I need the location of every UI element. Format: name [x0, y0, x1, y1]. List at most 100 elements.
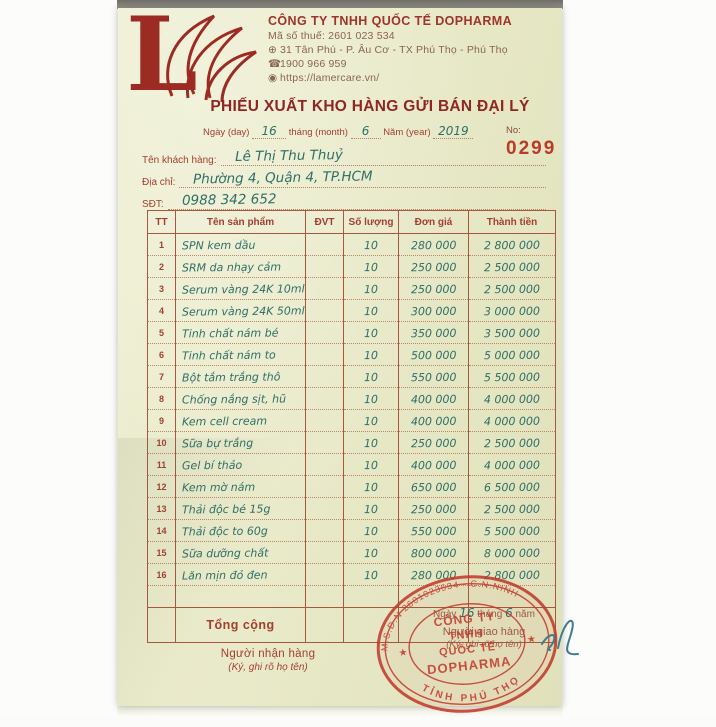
cell-c-amount: 2 800 000 [468, 233, 556, 256]
table-header-row: TT Tên sản phẩm ĐVT Số lượng Đơn giá Thà… [147, 210, 556, 234]
cell-c-amount: 5 500 000 [468, 519, 556, 542]
date-line: Ngày (day) 16 tháng (month) 6 Năm (year)… [203, 124, 503, 139]
customer-phone-field: 0988 342 652 [167, 191, 546, 210]
cell-c-name: Tinh chất nám to [175, 343, 306, 366]
cell-c-amount: 4 000 000 [468, 409, 556, 432]
cell-c-qty: 10 [343, 365, 399, 388]
header-unit: ĐVT [305, 210, 344, 234]
month-value: 6 [361, 124, 370, 138]
customer-name-row: Tên khách hàng: Lê Thị Thu Thuỷ [142, 147, 546, 166]
header-product: Tên sản phẩm [175, 210, 306, 234]
month-label: tháng (month) [288, 127, 348, 138]
customer-name-field: Lê Thị Thu Thuỷ [220, 147, 546, 166]
receipt-number: 0299 [506, 138, 557, 159]
cell-c-amount: 8 000 000 [468, 541, 556, 564]
cell-c-price: 350 000 [398, 321, 469, 344]
table-row: 2 SRM da nhạy cảm 10 250 000 2 500 000 [147, 255, 556, 278]
customer-phone: 0988 342 652 [181, 191, 277, 209]
phone-icon: ☎ [268, 58, 282, 70]
table-body: 1 SPN kem dầu 10 280 000 2 800 000 2 SRM da nh… [147, 233, 556, 586]
cell-c-unit [305, 299, 344, 322]
cell-rownum: 9 [147, 409, 176, 432]
logo-letter: L [126, 0, 198, 115]
cell-c-name: Serum vàng 24K 10ml [175, 277, 306, 300]
cell-c-unit [305, 387, 344, 410]
website-line: ◉ https://lamercare.vn/ [268, 72, 560, 84]
customer-name: Lê Thị Thu Thuỷ [234, 147, 343, 165]
cell-c-price: 550 000 [398, 519, 469, 542]
year-value: 2019 [438, 124, 469, 138]
cell-c-price: 650 000 [398, 475, 469, 498]
company-name: CÔNG TY TNHH QUỐC TẾ DOPHARMA [268, 14, 513, 28]
cell-c-unit [305, 365, 344, 388]
receiver-note: (Ký, ghi rõ họ tên) [228, 662, 308, 673]
receipt-number-block: No: 0299 [506, 120, 562, 160]
stamp-center-2: TNHH [448, 627, 484, 643]
cell-rownum: 7 [147, 365, 176, 388]
cell-rownum: 13 [147, 497, 176, 520]
no-label: No: [506, 125, 521, 136]
cell-c-unit [305, 475, 344, 498]
cell-c-amount: 3 500 000 [468, 321, 556, 344]
paper-bottom-edge [117, 705, 563, 716]
cell-c-unit [305, 343, 344, 366]
cell-c-name: Kem cell cream [175, 409, 306, 432]
customer-name-label: Tên khách hàng: [142, 155, 217, 166]
cell-c-amount: 5 000 000 [468, 343, 556, 366]
table-row: 11 Gel bí thảo 10 400 000 4 000 000 [147, 453, 556, 476]
table-row: 1 SPN kem dầu 10 280 000 2 800 000 [147, 233, 556, 256]
cell-rownum: 10 [147, 431, 176, 454]
cell-c-amount: 2 500 000 [468, 497, 556, 520]
cell-c-unit [305, 277, 344, 300]
customer-address-row: Địa chỉ: Phường 4, Quận 4, TP.HCM [142, 168, 546, 188]
total-label: Tổng cộng [175, 607, 306, 643]
table-row: 5 Tinh chất nám bé 10 350 000 3 500 000 [147, 321, 556, 344]
deliverer-label: Người giao hàng [408, 626, 560, 638]
cell-rownum: 16 [147, 563, 176, 586]
items-table: TT Tên sản phẩm ĐVT Số lượng Đơn giá Thà… [147, 210, 556, 643]
cell-rownum: 11 [147, 453, 176, 476]
cell-c-price: 250 000 [398, 497, 469, 520]
address-line: ⊕ 31 Tân Phú - P. Âu Cơ - TX Phú Thọ - Ph… [268, 44, 560, 56]
table-row: 6 Tinh chất nám to 10 500 000 5 000 000 [147, 343, 556, 366]
logo-leaves-icon [166, 14, 257, 103]
table-row: 7 Bột tắm trắng thô 10 550 000 5 500 000 [147, 365, 556, 388]
cell-c-name: Kem mờ nám [175, 475, 306, 498]
stamp-center-1: CÔNG TY [433, 608, 496, 629]
cell-rownum: 3 [147, 277, 176, 300]
cell-c-name: SPN kem dầu [175, 233, 306, 256]
customer-address-field: Phường 4, Quận 4, TP.HCM [179, 168, 546, 188]
cell-c-unit [305, 519, 344, 542]
empty-row [147, 585, 556, 608]
company-address: 31 Tân Phú - P. Âu Cơ - TX Phú Thọ - Phú… [280, 44, 508, 56]
day-field: 16 [252, 124, 287, 139]
cell-c-unit [305, 233, 344, 256]
phone-line: ☎1900 966 959 [268, 58, 560, 70]
cell-c-unit [305, 453, 344, 476]
deliverer-note: (Ký, ghi rõ họ tên) [408, 639, 560, 650]
cell-c-name: Thải độc to 60g [175, 519, 306, 542]
cell-c-unit [305, 409, 344, 432]
cell-c-qty: 10 [343, 321, 399, 344]
footer-date-line: Ngày 16 tháng 6 năm [408, 606, 560, 620]
cell-rownum: 14 [147, 519, 176, 542]
customer-phone-row: SĐT: 0988 342 652 [142, 191, 546, 210]
cell-c-amount: 3 000 000 [468, 299, 556, 322]
cell-rownum: 5 [147, 321, 176, 344]
customer-phone-label: SĐT: [142, 199, 164, 210]
customer-address-label: Địa chỉ: [142, 177, 176, 188]
cell-c-unit [305, 563, 344, 586]
table-surface-strip [117, 0, 563, 9]
footer-date-suffix: năm [515, 609, 534, 620]
cell-rownum: 15 [147, 541, 176, 564]
company-phone: 1900 966 959 [280, 58, 347, 70]
table-row: 8 Chống nắng sịt, hũ 10 400 000 4 000 000 [147, 387, 556, 410]
cell-c-unit [305, 255, 344, 278]
cell-c-price: 800 000 [398, 541, 469, 564]
stamp-star-right: ★ [526, 634, 536, 646]
header-stt: TT [147, 210, 176, 234]
customer-address: Phường 4, Quận 4, TP.HCM [193, 168, 374, 188]
cell-rownum: 8 [147, 387, 176, 410]
receiver-sign-block: Người nhận hàng (Ký, ghi rõ họ tên) [178, 648, 358, 673]
